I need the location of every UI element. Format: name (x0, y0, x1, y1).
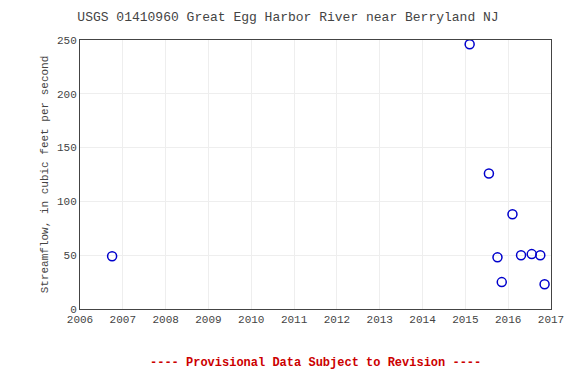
svg-text:200: 200 (57, 89, 77, 101)
svg-text:2006: 2006 (67, 314, 93, 326)
svg-text:Streamflow, in cubic feet per: Streamflow, in cubic feet per second (39, 56, 51, 294)
svg-text:2017: 2017 (538, 314, 564, 326)
svg-text:2007: 2007 (110, 314, 136, 326)
svg-text:50: 50 (64, 250, 77, 262)
svg-text:2013: 2013 (367, 314, 393, 326)
svg-text:250: 250 (57, 35, 77, 47)
svg-text:2016: 2016 (495, 314, 521, 326)
svg-text:2008: 2008 (152, 314, 178, 326)
svg-text:2015: 2015 (452, 314, 478, 326)
svg-text:100: 100 (57, 196, 77, 208)
svg-text:2009: 2009 (195, 314, 221, 326)
svg-text:0: 0 (70, 304, 77, 316)
svg-text:150: 150 (57, 142, 77, 154)
svg-text:2014: 2014 (409, 314, 436, 326)
svg-text:USGS 01410960 Great Egg Harbor: USGS 01410960 Great Egg Harbor River nea… (77, 10, 498, 25)
svg-text:2012: 2012 (324, 314, 350, 326)
svg-text:---- Provisional Data Subject: ---- Provisional Data Subject to Revisio… (150, 356, 481, 370)
svg-text:2011: 2011 (281, 314, 308, 326)
svg-text:2010: 2010 (238, 314, 264, 326)
